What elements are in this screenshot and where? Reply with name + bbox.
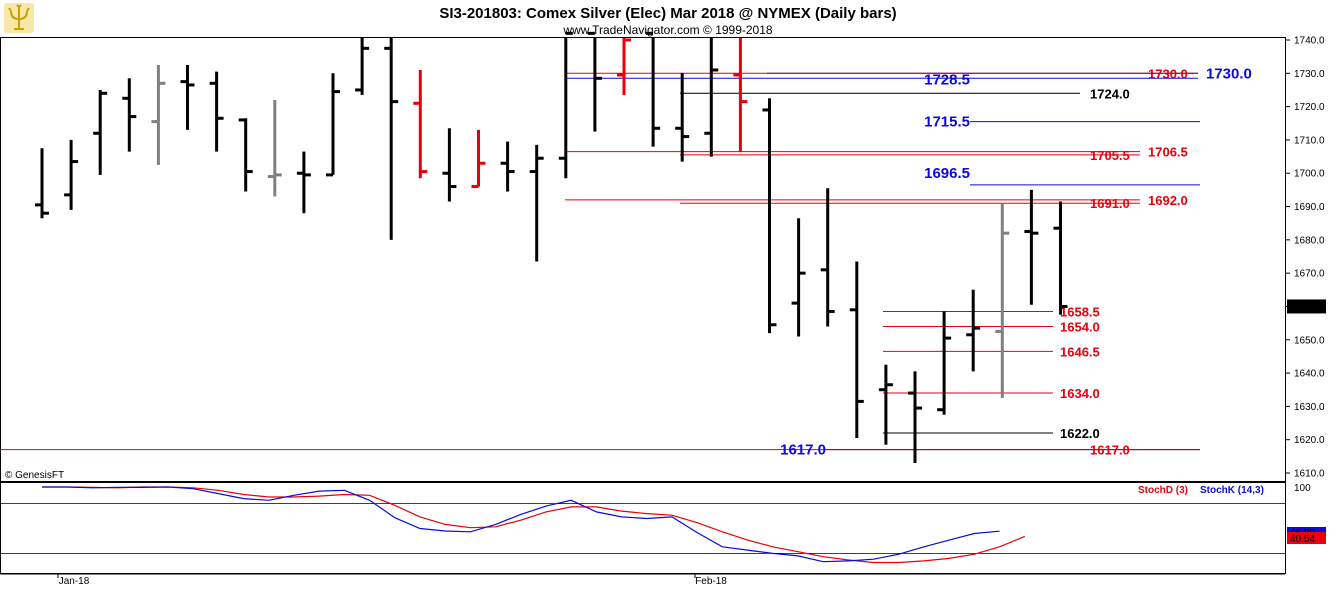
stoch-d-value: 40.54 [1290,534,1315,545]
price-axis-tick-label: 1620.0 [1294,435,1325,446]
ohlc-bar [355,38,370,95]
price-axis-tick-label: 1720.0 [1294,102,1325,113]
price-level-label: 1715.5 [924,114,970,131]
price-levels: 1730.0 1730.01728.51724.01715.51706.51705… [0,65,1252,459]
price-level-label: 1696.5 [924,165,970,182]
price-level-label: 1617.0 [1090,443,1130,458]
ohlc-bar [1053,201,1068,315]
ohlc-bar [675,73,690,162]
ohlc-bar [995,203,1010,399]
price-level-label: 1692.0 [1148,193,1188,208]
indicator-panel-frame [0,482,1286,574]
stoch-axis-label: 100 [1294,483,1311,494]
chart-title: SI3-201803: Comex Silver (Elec) Mar 2018… [439,5,896,22]
price-level-label: 1646.5 [1060,344,1100,359]
price-axis-tick-label: 1680.0 [1294,235,1325,246]
price-axis-tick-label: 1640.0 [1294,369,1325,380]
ohlc-bar [529,144,544,262]
watermark: www.TradeNavigator.com © 1999-2018 [562,23,772,37]
price-axis-tick-label: 1730.0 [1294,69,1325,80]
ohlc-bar [151,64,166,165]
price-axis-tick-label: 1650.0 [1294,335,1325,346]
ohlc-bar [471,129,486,189]
date-axis-label: Feb-18 [695,576,727,587]
price-level-label: 1622.0 [1060,426,1100,441]
price-level-label: 1654.0 [1060,319,1100,334]
ohlc-bar [791,218,806,337]
ohlc-bar [820,188,835,327]
price-level-label: 1706.5 [1148,145,1188,160]
price-axis-tick-label: 1700.0 [1294,169,1325,180]
ohlc-bar [209,71,224,152]
ohlc-bars [35,31,1068,464]
stoch-k-line [42,486,1000,563]
ohlc-bar [646,31,661,147]
copyright-label: © GenesisFT [5,470,64,481]
price-axis-tick-label: 1670.0 [1294,269,1325,280]
ohlc-bar [326,73,340,177]
price-axis-tick-label: 1740.0 [1294,36,1325,47]
ohlc-bar [849,261,864,439]
ohlc-bar [500,141,515,192]
ohlc-bar [413,69,428,179]
stoch-d-value-box [1287,532,1326,544]
ohlc-bar [908,371,922,464]
date-axis-label: Jan-18 [59,576,90,587]
ohlc-bar [617,38,631,95]
price-level-label: 1691.0 [1090,196,1130,211]
trident-logo-icon [4,3,34,33]
last-price-box [1287,299,1326,314]
last-price-label: 1660.0 [1290,302,1321,313]
ohlc-bar [733,38,748,152]
ohlc-bar [296,151,311,214]
price-level-label: 1728.5 [924,71,970,88]
price-panel-frame [0,37,1286,482]
price-level-label: 1658.5 [1060,304,1100,319]
ohlc-bar [442,128,457,202]
ohlc-bar [704,38,719,157]
ohlc-bar [93,89,108,175]
ohlc-bar [35,148,49,219]
ohlc-bar [238,118,253,192]
legend-stoch-k: StochK (14,3) [1200,485,1264,496]
ohlc-bar [587,31,602,132]
ohlc-bar [122,78,137,152]
price-axis: 1610.0 1620.0 1630.0 1640.0 1650.0 1660.0 1670… [1285,36,1326,480]
ohlc-bar [180,64,195,130]
ohlc-bar [937,311,952,415]
ohlc-bar [267,99,282,197]
ohlc-bar [384,38,399,240]
ohlc-bar [1024,189,1039,305]
ohlc-bar [558,31,573,179]
ohlc-bar [762,98,777,334]
price-axis-tick-label: 1630.0 [1294,402,1325,413]
price-axis-tick-label: 1610.0 [1294,469,1325,480]
stoch-d-line [42,486,1026,564]
price-level-label: 1724.0 [1090,86,1130,101]
price-level-label: 1617.0 [780,442,826,459]
date-axis: Jan-18 Feb-18 [0,573,1285,587]
price-axis-tick-label: 1690.0 [1294,202,1325,213]
price-level-label: 1634.0 [1060,386,1100,401]
legend-stoch-d: StochD (3) [1138,485,1188,496]
ohlc-bar [64,139,79,210]
price-axis-tick-label: 1710.0 [1294,135,1325,146]
price-level-label: 1730.0 [1206,65,1252,82]
ohlc-bar [966,289,981,372]
price-level-label: 1705.5 [1090,148,1130,163]
ohlc-bar [878,364,893,445]
